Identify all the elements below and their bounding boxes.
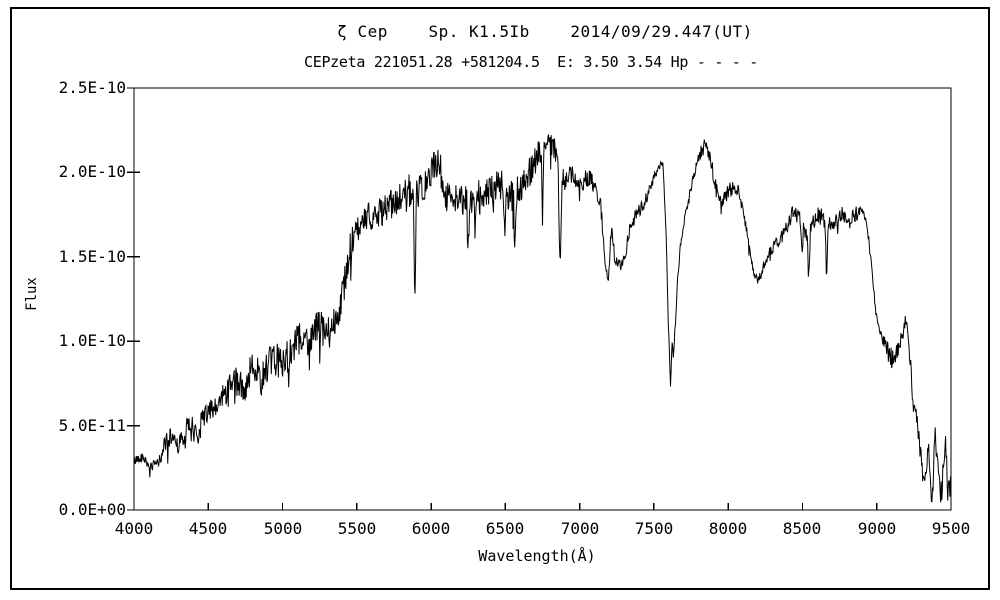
x-tick-label: 5000 xyxy=(263,519,303,538)
x-tick-label: 8000 xyxy=(708,519,748,538)
plot-frame xyxy=(133,87,952,511)
x-axis-title: Wavelength(Å) xyxy=(478,547,596,565)
x-tick-label: 5500 xyxy=(337,519,377,538)
y-tick-label: 1.5E-10 xyxy=(58,247,126,266)
x-tick-label: 6500 xyxy=(485,519,525,538)
x-tick-label: 9000 xyxy=(857,519,897,538)
y-tick-label: 2.5E-10 xyxy=(58,78,126,97)
figure-title: ζ Cep Sp. K1.5Ib 2014/09/29.447(UT) xyxy=(337,22,753,41)
y-tick-label: 5.0E-11 xyxy=(58,416,126,435)
x-tick-label: 6000 xyxy=(411,519,451,538)
axis-ticks xyxy=(127,87,878,511)
y-tick-label: 0.0E+00 xyxy=(58,500,126,519)
x-tick-label: 8500 xyxy=(782,519,822,538)
x-tick-label: 9500 xyxy=(931,519,971,538)
x-tick-label: 4000 xyxy=(114,519,154,538)
spectrum-line xyxy=(133,134,952,503)
x-tick-label: 7500 xyxy=(634,519,674,538)
x-tick-label: 4500 xyxy=(188,519,228,538)
x-tick-label: 7000 xyxy=(560,519,600,538)
y-tick-label: 1.0E-10 xyxy=(58,331,126,350)
y-tick-label: 2.0E-10 xyxy=(58,162,126,181)
figure-subtitle: CEPzeta 221051.28 +581204.5 E: 3.50 3.54… xyxy=(303,53,759,71)
